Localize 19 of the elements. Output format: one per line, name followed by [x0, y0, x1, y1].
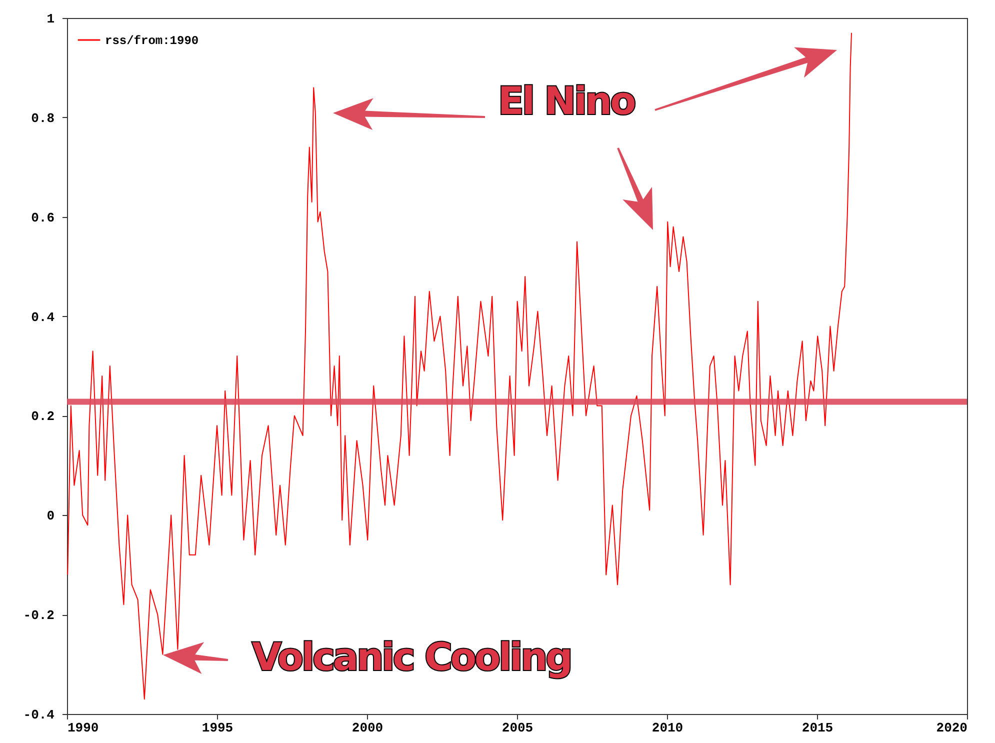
x-tick-label: 2020 [936, 720, 968, 736]
y-tick-label: -0.2 [23, 608, 55, 624]
y-tick-label: 0.6 [31, 210, 55, 226]
y-tick-label: 0 [46, 508, 55, 524]
y-tick-label: 0.8 [31, 110, 55, 126]
x-tick-label: 1995 [202, 720, 234, 736]
y-tick-label: 1 [46, 12, 55, 26]
x-tick-label: 2005 [502, 720, 534, 736]
x-tick-label: 2015 [802, 720, 834, 736]
x-tick-label: 2000 [352, 720, 384, 736]
annotation: Volcanic Cooling [252, 635, 571, 679]
x-tick-label: 2010 [652, 720, 684, 736]
line-series [67, 32, 852, 700]
y-tick-label: -0.4 [23, 708, 55, 722]
legend-label: rss/from:1990 [105, 34, 199, 48]
x-tick-label: 1990 [68, 720, 99, 736]
y-tick-label: 0.4 [31, 310, 55, 325]
annotation: El Nino [498, 79, 634, 123]
y-tick-label: 0.2 [31, 409, 55, 424]
